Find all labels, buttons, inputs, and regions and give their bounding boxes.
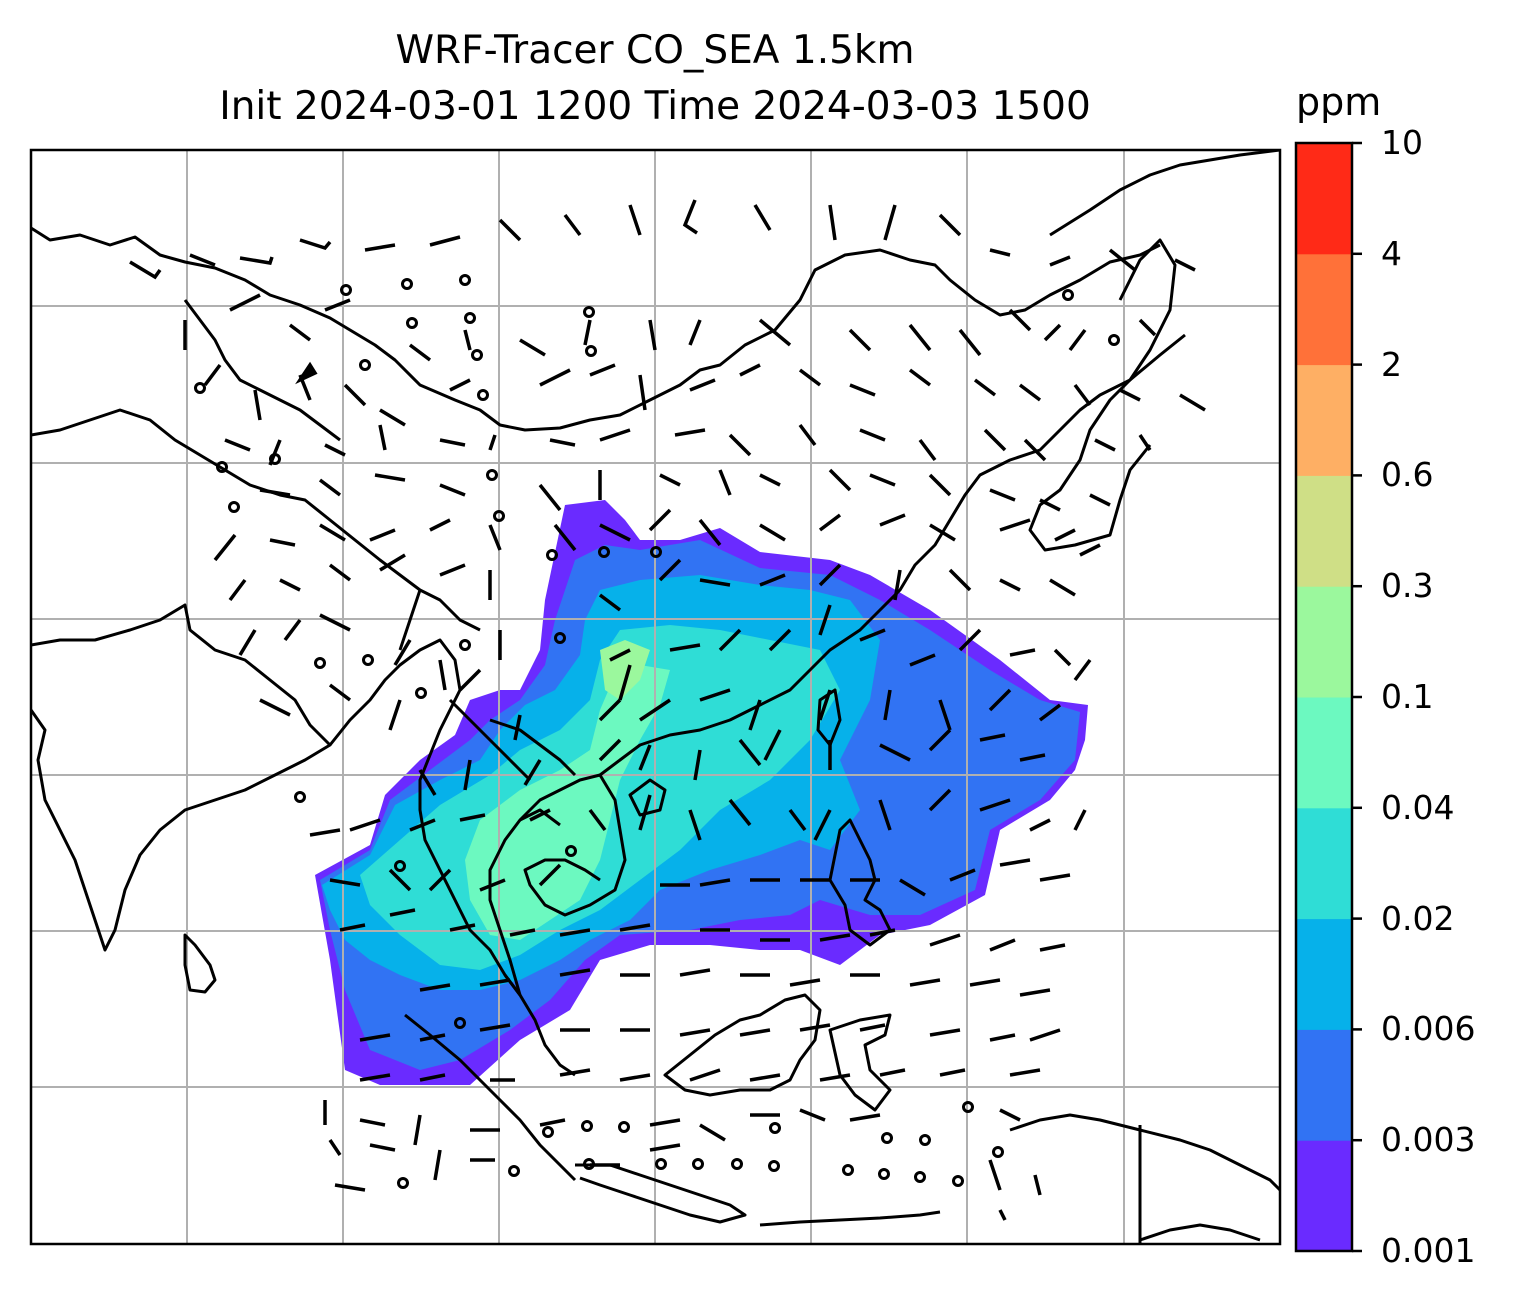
- india-coast: [31, 603, 332, 952]
- concentration-field: [315, 500, 1088, 1085]
- field-level-6: [600, 640, 650, 700]
- sri-lanka: [183, 933, 217, 994]
- gridlines: [31, 150, 1280, 1244]
- hainan: [628, 778, 667, 817]
- colorbar-tick-label: 2: [1381, 344, 1402, 384]
- colorbar-segment: [1296, 1140, 1352, 1252]
- colorbar-tick-label: 0.02: [1381, 898, 1455, 938]
- taiwan: [816, 688, 842, 747]
- map-title-line1: WRF-Tracer CO_SEA 1.5km: [395, 28, 915, 73]
- map-frame: [29, 148, 1282, 1246]
- colorbar-segment: [1296, 253, 1352, 366]
- map-title-line2: Init 2024-03-01 1200 Time 2024-03-03 150…: [219, 84, 1091, 129]
- colorbar-tick-label: 0.04: [1381, 787, 1455, 827]
- new-guinea: [1009, 1113, 1280, 1192]
- new-guinea-south: [1139, 1223, 1261, 1242]
- colorbar-unit-label: ppm: [1296, 80, 1382, 124]
- map-panel: [31, 150, 1280, 1244]
- colorbar-tick-label: 0.6: [1381, 455, 1434, 495]
- colorbar-tick-label: 0.1: [1381, 677, 1434, 716]
- indochina-coast: [488, 773, 627, 996]
- colorbar-segment: [1296, 697, 1352, 809]
- borneo: [663, 993, 822, 1097]
- sulawesi: [828, 1013, 892, 1112]
- colorbar-frame: [1294, 141, 1354, 1253]
- inner-borders: [183, 299, 577, 827]
- colorbar: [1296, 141, 1362, 1253]
- lesser-sunda: [759, 1210, 941, 1227]
- calm-markers: [194, 274, 1120, 1189]
- colorbar-segment: [1296, 807, 1352, 920]
- korea-japan: [1049, 150, 1280, 237]
- colorbar-tick-label: 10: [1381, 123, 1423, 162]
- colorbar-segment: [1296, 918, 1352, 1030]
- colorbar-tick-label: 4: [1381, 233, 1402, 273]
- himalaya-border: [31, 226, 1161, 432]
- malay-peninsula: [503, 974, 576, 1077]
- south-asia-border: [31, 408, 481, 632]
- colorbar-segment: [1296, 586, 1352, 698]
- colorbar-segment: [1296, 364, 1352, 476]
- wind-barbs: [129, 199, 1206, 1221]
- colorbar-tick-label: 0.3: [1381, 566, 1434, 606]
- colorbar-tick-label: 0.006: [1381, 1009, 1476, 1049]
- field-level-5: [465, 665, 670, 940]
- colorbar-segment: [1296, 143, 1352, 255]
- colorbar-tick-label: 0.003: [1381, 1120, 1476, 1160]
- malay-sumatra: [404, 1013, 577, 1182]
- myanmar-coast: [328, 638, 522, 996]
- philippines: [828, 818, 892, 947]
- china-coast: [599, 333, 1186, 777]
- colorbar-segment: [1296, 475, 1352, 587]
- colorbar-segment: [1296, 1029, 1352, 1141]
- japan-islands: [1028, 238, 1177, 552]
- colorbar-tick-label: 0.001: [1381, 1231, 1476, 1270]
- java: [575, 1163, 747, 1224]
